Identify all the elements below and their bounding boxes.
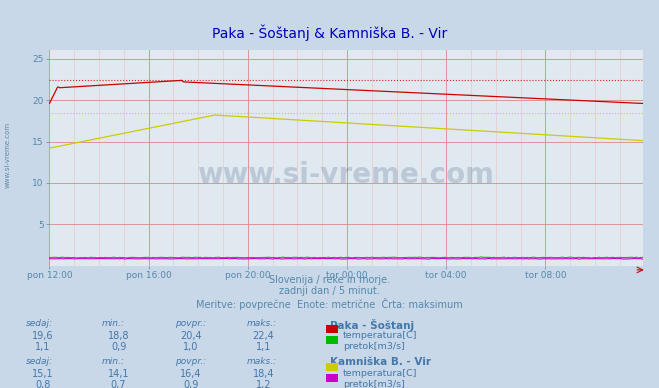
Text: povpr.:: povpr.: <box>175 357 206 366</box>
Text: 1,0: 1,0 <box>183 342 199 352</box>
Text: povpr.:: povpr.: <box>175 319 206 328</box>
Text: 19,6: 19,6 <box>32 331 53 341</box>
Text: maks.:: maks.: <box>247 357 277 366</box>
Text: Paka - Šoštanj & Kamniška B. - Vir: Paka - Šoštanj & Kamniška B. - Vir <box>212 24 447 41</box>
Text: 22,4: 22,4 <box>252 331 275 341</box>
Text: 20,4: 20,4 <box>181 331 202 341</box>
Text: maks.:: maks.: <box>247 319 277 328</box>
Text: 14,1: 14,1 <box>108 369 129 379</box>
Text: min.:: min.: <box>102 357 125 366</box>
Text: 0,8: 0,8 <box>35 380 51 388</box>
Text: 16,4: 16,4 <box>181 369 202 379</box>
Text: www.si-vreme.com: www.si-vreme.com <box>5 122 11 188</box>
Text: 0,9: 0,9 <box>183 380 199 388</box>
Text: 1,2: 1,2 <box>256 380 272 388</box>
Text: Kamniška B. - Vir: Kamniška B. - Vir <box>330 357 430 367</box>
Text: Slovenija / reke in morje.: Slovenija / reke in morje. <box>269 275 390 285</box>
Text: 18,8: 18,8 <box>108 331 129 341</box>
Text: min.:: min.: <box>102 319 125 328</box>
Text: pretok[m3/s]: pretok[m3/s] <box>343 380 405 388</box>
Text: 1,1: 1,1 <box>256 342 272 352</box>
Text: pretok[m3/s]: pretok[m3/s] <box>343 342 405 351</box>
Text: zadnji dan / 5 minut.: zadnji dan / 5 minut. <box>279 286 380 296</box>
Text: Paka - Šoštanj: Paka - Šoštanj <box>330 319 414 331</box>
Text: temperatura[C]: temperatura[C] <box>343 331 417 340</box>
Text: sedaj:: sedaj: <box>26 319 53 328</box>
Text: 0,9: 0,9 <box>111 342 127 352</box>
Text: temperatura[C]: temperatura[C] <box>343 369 417 378</box>
Text: 15,1: 15,1 <box>32 369 53 379</box>
Text: 0,7: 0,7 <box>111 380 127 388</box>
Text: 18,4: 18,4 <box>253 369 274 379</box>
Text: sedaj:: sedaj: <box>26 357 53 366</box>
Text: 1,1: 1,1 <box>35 342 51 352</box>
Text: www.si-vreme.com: www.si-vreme.com <box>198 161 494 189</box>
Text: Meritve: povprečne  Enote: metrične  Črta: maksimum: Meritve: povprečne Enote: metrične Črta:… <box>196 298 463 310</box>
